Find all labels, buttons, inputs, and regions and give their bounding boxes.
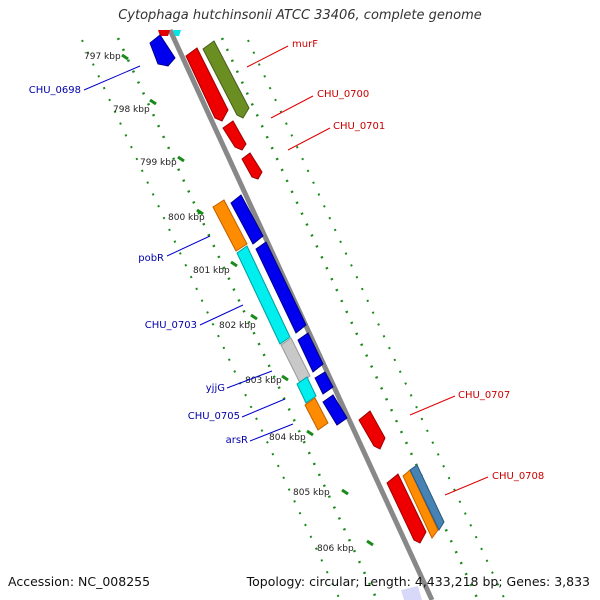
gene-top-partial-cyan	[173, 30, 181, 36]
gene-CHU_0698	[149, 34, 176, 67]
gene-label-CHU_0708: CHU_0708	[492, 471, 544, 482]
gene-CHU_0701	[241, 152, 263, 180]
gene-CHU_0708-orange	[402, 469, 439, 539]
scale-label-803: 803 kbp	[245, 376, 282, 386]
gene-label-CHU_0705: CHU_0705	[188, 411, 240, 422]
reverse-label-connectors	[83, 65, 294, 442]
scale-label-805: 805 kbp	[293, 488, 330, 498]
gene-CHU_0707	[358, 410, 386, 450]
gene-CHU_0703	[236, 245, 291, 345]
gene-arsR-blue	[322, 394, 348, 426]
genome-stats-text: Topology: circular; Length: 4,433,218 bp…	[246, 574, 590, 589]
gene-yjjG	[280, 337, 311, 384]
gene-pobR	[212, 199, 248, 252]
scale-label-804: 804 kbp	[269, 433, 306, 443]
gene-CHU_0705-blue	[314, 371, 334, 395]
gene-CHU_0703-blue	[255, 241, 307, 334]
scale-label-800: 800 kbp	[168, 213, 205, 223]
scale-label-799: 799 kbp	[140, 158, 177, 168]
gene-label-CHU_0707: CHU_0707	[458, 390, 510, 401]
gene-CHU_0708-red	[386, 473, 427, 544]
forward-label-connectors	[246, 45, 489, 496]
gene-label-CHU_0701: CHU_0701	[333, 121, 385, 132]
scale-label-802: 802 kbp	[219, 321, 256, 331]
gene-top-partial-red	[158, 30, 170, 36]
gene-CHU_0708-steel	[409, 464, 445, 532]
scale-label-798: 798 kbp	[113, 105, 150, 115]
accession-text: Accession: NC_008255	[8, 574, 151, 589]
gene-label-arsR: arsR	[226, 435, 248, 446]
gene-arsR	[304, 397, 329, 431]
gene-murF-red	[185, 47, 229, 122]
scale-label-801: 801 kbp	[193, 266, 230, 276]
gene-CHU_0705	[296, 376, 317, 404]
gene-label-yjjG: yjjG	[206, 383, 225, 394]
gene-label-murF: murF	[292, 39, 318, 50]
gene-CHU_0700	[222, 120, 247, 151]
gene-label-CHU_0703: CHU_0703	[145, 320, 197, 331]
map-title: Cytophaga hutchinsonii ATCC 33406, compl…	[118, 8, 482, 23]
gene-label-CHU_0700: CHU_0700	[317, 89, 369, 100]
gene-murF	[202, 40, 250, 119]
scale-label-797: 797 kbp	[84, 52, 121, 62]
gene-label-CHU_0698: CHU_0698	[29, 85, 81, 96]
reverse-strand-genes	[149, 34, 348, 431]
forward-strand-genes	[185, 40, 445, 544]
gene-pobR-blue	[230, 194, 264, 245]
gene-bottom-partial	[401, 586, 422, 600]
scale-ticks	[121, 53, 374, 547]
gene-label-pobR: pobR	[138, 253, 164, 264]
gene-yjjG-blue	[297, 332, 324, 373]
scale-label-806: 806 kbp	[317, 544, 354, 554]
